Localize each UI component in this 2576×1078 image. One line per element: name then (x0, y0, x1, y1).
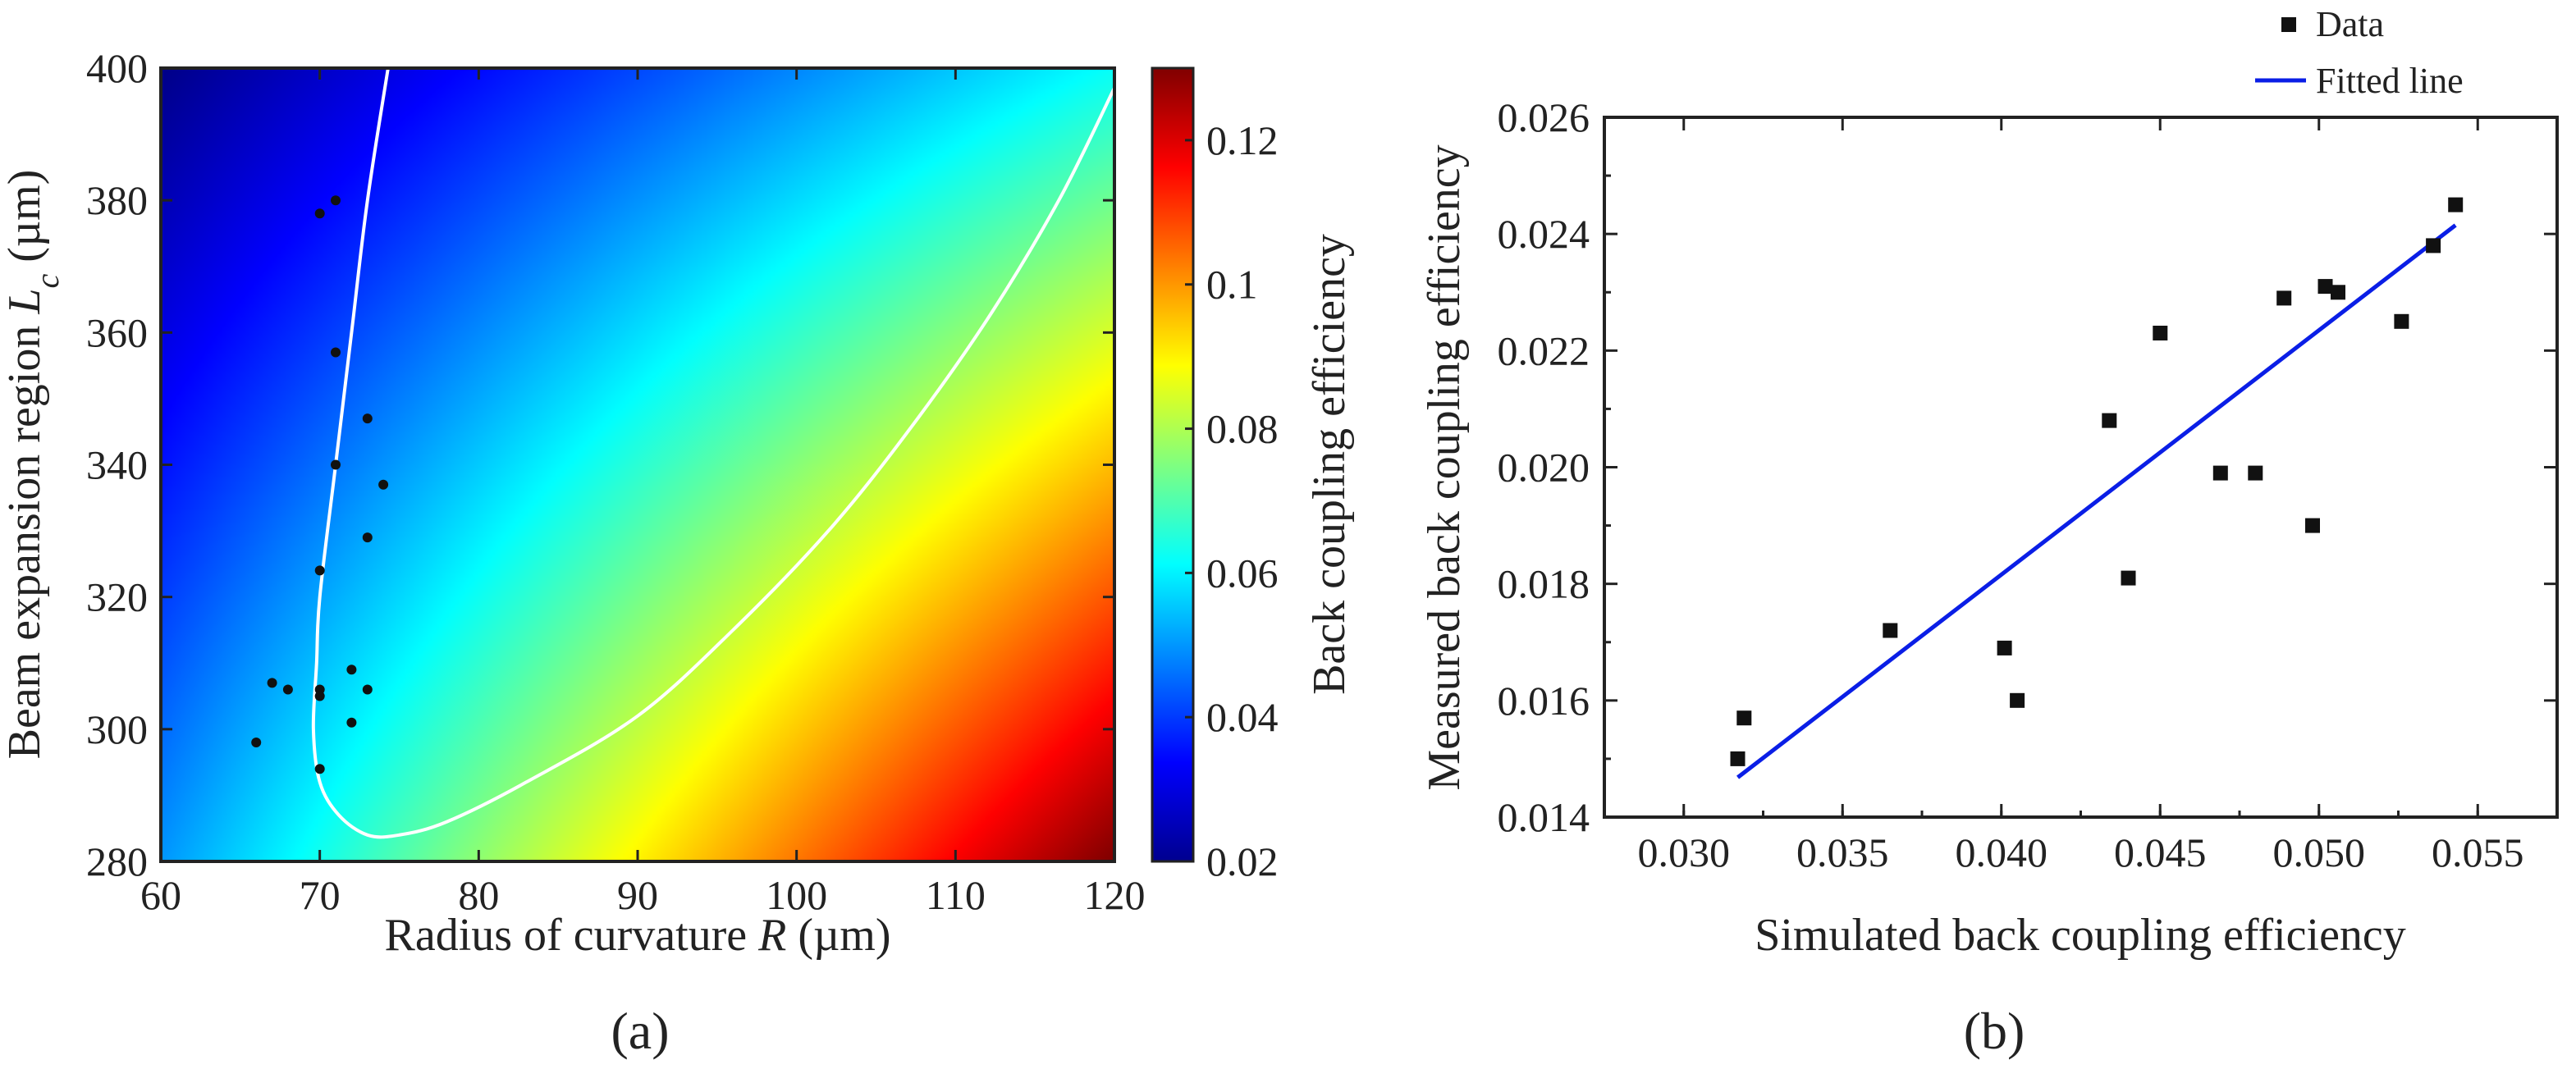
colorbar-tick-label: 0.06 (1206, 550, 1279, 596)
scatter-x-tick-label: 0.040 (1956, 829, 2048, 875)
heatmap-points-layer (251, 195, 389, 774)
heatmap-y-tick-label: 360 (86, 309, 148, 355)
scatter-point (2010, 692, 2025, 708)
scatter-point (2331, 285, 2345, 300)
heatmap-x-tick-label: 110 (926, 872, 986, 918)
heatmap-point (314, 764, 325, 774)
heatmap-x-tick-label: 100 (766, 872, 827, 918)
scatter-point (2426, 238, 2441, 254)
heatmap-point (314, 565, 325, 576)
scatter-y-tick-label: 0.016 (1498, 678, 1590, 724)
heatmap-y-tick-label: 340 (86, 442, 148, 488)
scatter-point (1997, 640, 2012, 655)
heatmap-x-tick-label: 70 (300, 872, 341, 918)
scatter-point (1883, 623, 1898, 638)
scatter-point (2394, 313, 2409, 329)
heatmap-ticks-layer: 60 70 80 90 100 110 120 280 300 320 340 360 380 400 (86, 45, 1146, 918)
heatmap-point (378, 479, 389, 490)
scatter-y-tick-label: 0.020 (1498, 445, 1590, 491)
heatmap-field (161, 68, 1114, 861)
heatmap-y-tick-label: 300 (86, 706, 148, 752)
scatter-y-tick-label: 0.014 (1498, 794, 1590, 840)
scatter-point (2212, 465, 2228, 481)
heatmap-point (362, 532, 373, 543)
contour-layer (311, 68, 1114, 839)
scatter-ticks-layer: 0.030 0.035 0.040 0.045 0.050 0.055 0.014 0.016… (1498, 94, 2559, 875)
scatter-point (2121, 570, 2136, 586)
scatter-x-tick-label: 0.050 (2273, 829, 2366, 875)
fitted-line (1736, 223, 2457, 779)
heatmap-point (346, 717, 357, 728)
heatmap-y-tick-label: 320 (86, 574, 148, 620)
scatter-points-layer (1730, 197, 2464, 766)
scatter-point (2448, 197, 2464, 212)
scatter-point (2153, 326, 2168, 340)
heatmap-x-axis-label: Radius of curvature R (µm) (385, 910, 891, 961)
heatmap-point (331, 459, 341, 470)
colorbar-gradient (1151, 66, 1195, 863)
heatmap-x-tick-label: 120 (1084, 872, 1146, 918)
heatmap-y-axis-label: Beam expansion region Lc (µm) (0, 170, 66, 760)
scatter-point (2276, 290, 2292, 306)
scatter-x-tick-label: 0.035 (1796, 829, 1889, 875)
heatmap-point (267, 678, 277, 688)
scatter-y-tick-label: 0.018 (1498, 561, 1590, 607)
scatter-x-tick-label: 0.030 (1638, 829, 1731, 875)
heatmap-y-tick-label: 280 (86, 838, 148, 884)
colorbar-tick-label: 0.04 (1206, 694, 1279, 740)
legend-marker-data (2281, 17, 2296, 32)
heatmap-point (346, 665, 357, 675)
colorbar-tick-label: 0.02 (1206, 838, 1279, 884)
heatmap-point (331, 195, 341, 206)
scatter-y-axis-label: Measured back coupling efficiency (1419, 144, 1470, 790)
scatter-point (2305, 518, 2320, 533)
heatmap-point (251, 738, 262, 747)
heatmap-x-tick-label: 60 (140, 872, 181, 918)
fit-line-layer (1736, 223, 2457, 779)
heatmap-y-tick-label: 380 (86, 177, 148, 223)
heatmap-x-tick-label: 80 (458, 872, 499, 918)
scatter-x-axis-label: Simulated back coupling efficiency (1755, 910, 2406, 961)
colorbar-tick-label: 0.1 (1206, 262, 1258, 308)
scatter-point (2248, 465, 2263, 481)
colorbar-tick-label: 0.12 (1206, 117, 1279, 163)
scatter-x-tick-label: 0.045 (2114, 829, 2207, 875)
panel-label-a: (a) (611, 1002, 669, 1060)
panel-label-b: (b) (1964, 1002, 2025, 1060)
heatmap-point (314, 208, 325, 219)
heatmap-point (362, 684, 373, 695)
scatter-point (2317, 279, 2333, 295)
scatter-x-tick-label: 0.055 (2432, 829, 2524, 875)
scatter-point (1730, 751, 1746, 766)
heatmap-x-tick-label: 90 (617, 872, 658, 918)
colorbar-tick-label: 0.08 (1206, 406, 1279, 452)
heatmap-y-tick-label: 400 (86, 45, 148, 91)
heatmap-panel: 60 70 80 90 100 110 120 280 300 320 340 360 380 400 (86, 45, 1146, 918)
heatmap-point (314, 691, 325, 701)
scatter-y-tick-label: 0.024 (1498, 211, 1590, 257)
legend-label-fitted-line: Fitted line (2316, 61, 2464, 101)
legend: Data Fitted line (2255, 4, 2464, 101)
colorbar: 0.02 0.04 0.06 0.08 0.1 0.12 Back coupling ef… (1151, 66, 1355, 884)
heatmap-point (362, 413, 373, 424)
scatter-point (1736, 710, 1752, 726)
scatter-point (2102, 413, 2117, 428)
scatter-y-tick-label: 0.022 (1498, 327, 1590, 373)
colorbar-label: Back coupling efficiency (1304, 234, 1355, 695)
contour-line (311, 68, 1114, 839)
scatter-panel: 0.030 0.035 0.040 0.045 0.050 0.055 0.014 0.016… (1498, 94, 2559, 875)
colorbar-ticks-layer: 0.02 0.04 0.06 0.08 0.1 0.12 (1185, 117, 1279, 884)
scatter-y-tick-label: 0.026 (1498, 94, 1590, 140)
heatmap-point (282, 684, 293, 695)
heatmap-point (331, 347, 341, 358)
legend-label-data: Data (2316, 4, 2384, 44)
